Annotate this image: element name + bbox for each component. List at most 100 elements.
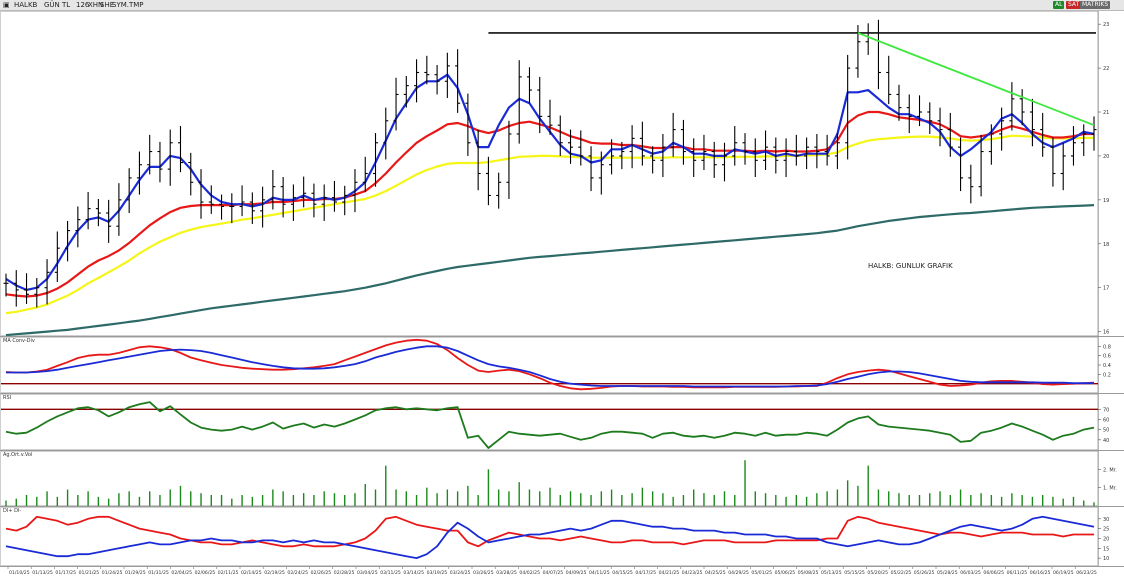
- date-tick-label: 01/21/25: [79, 570, 100, 576]
- panel-divider[interactable]: [0, 336, 1124, 337]
- ohlc-bar: [937, 107, 943, 147]
- date-tick-label: 03/04/25: [357, 570, 378, 576]
- price-axis-tick-label: 20: [1103, 154, 1109, 160]
- toolbar-item-3[interactable]: SHE: [100, 1, 115, 9]
- date-tick-label: 05/01/25: [751, 570, 772, 576]
- currency-selector[interactable]: TL: [62, 1, 71, 9]
- ohlc-bar: [290, 184, 296, 221]
- ohlc-bar: [311, 183, 317, 218]
- macd-axis-tick-label: 0.8: [1103, 344, 1111, 350]
- buy-button[interactable]: AL: [1053, 1, 1065, 9]
- ohlc-bar: [526, 67, 532, 104]
- ohlc-bar: [947, 112, 953, 157]
- ohlc-bar: [506, 120, 512, 199]
- panel-frame: [0, 394, 1099, 450]
- ohlc-bar: [54, 231, 60, 282]
- ohlc-bar: [763, 130, 769, 170]
- ohlc-bar: [393, 77, 399, 131]
- matriks-button[interactable]: MATRİKS: [1080, 1, 1111, 9]
- date-tick-label: 04/25/25: [705, 570, 726, 576]
- ohlc-bar: [1019, 89, 1025, 126]
- ohlc-bar: [547, 99, 553, 135]
- ohlc-bar: [24, 273, 30, 304]
- date-tick-label: 03/28/25: [496, 570, 517, 576]
- date-tick-label: 04/15/25: [612, 570, 633, 576]
- macd-line: [5, 338, 1095, 391]
- period-selector[interactable]: GÜN: [44, 1, 60, 9]
- ohlc-bar: [383, 107, 389, 160]
- ohlc-bar: [465, 93, 471, 156]
- date-tick-label: 05/26/25: [914, 570, 935, 576]
- macd-line: [6, 345, 1094, 388]
- toolbar-item-1[interactable]: 126: [76, 1, 90, 9]
- ohlc-bar: [824, 134, 830, 166]
- ohlc-bar: [373, 133, 379, 187]
- dmi-line: [5, 515, 1094, 548]
- ohlc-bar: [660, 133, 666, 178]
- date-tick-label: 01/29/25: [125, 570, 146, 576]
- date-tick-label: 01/24/25: [102, 570, 123, 576]
- ohlc-bar: [260, 186, 266, 228]
- ohlc-bar: [147, 134, 153, 175]
- dmi-axis-tick-label: 25: [1103, 527, 1109, 533]
- ohlc-bar: [814, 133, 820, 169]
- date-tick-label: 04/11/25: [589, 570, 610, 576]
- ohlc-bar: [609, 139, 615, 175]
- date-tick-label: 04/09/25: [566, 570, 587, 576]
- date-tick-label: 02/04/25: [171, 570, 192, 576]
- window-icon: ▣: [3, 1, 10, 9]
- toolbar-item-2[interactable]: XHN: [88, 1, 104, 9]
- ohlc-bar: [167, 129, 173, 186]
- date-tick-label: 02/06/25: [195, 570, 216, 576]
- ohlc-bar: [999, 107, 1005, 151]
- ohlc-bar: [485, 156, 491, 206]
- date-tick-label: 04/23/25: [682, 570, 703, 576]
- ohlc-bar: [629, 125, 635, 169]
- ohlc-bar: [331, 180, 337, 212]
- date-tick-label: 01/17/25: [55, 570, 76, 576]
- ohlc-bar: [177, 126, 183, 173]
- price-axis-tick-label: 22: [1103, 66, 1109, 72]
- date-tick-label: 04/02/25: [519, 570, 540, 576]
- toolbar-item-4[interactable]: SYM.TMP: [112, 1, 144, 9]
- ohlc-bar: [578, 130, 584, 166]
- ohlc-bar: [424, 55, 430, 85]
- ohlc-bar: [475, 129, 481, 191]
- date-tick-label: 06/11/25: [1007, 570, 1028, 576]
- ohlc-bar: [639, 121, 645, 166]
- sell-button[interactable]: SAT: [1066, 1, 1082, 9]
- ohlc-bar: [1081, 124, 1087, 156]
- ohlc-bar: [680, 119, 686, 165]
- ohlc-bar: [537, 76, 543, 134]
- date-tick-label: 04/21/25: [659, 570, 680, 576]
- ohlc-bar: [1050, 137, 1056, 187]
- panel-divider[interactable]: [0, 393, 1124, 394]
- panel-divider[interactable]: [0, 506, 1124, 507]
- ohlc-bar: [721, 142, 727, 182]
- date-tick-label: 04/07/25: [543, 570, 564, 576]
- date-tick-label: 04/17/25: [635, 570, 656, 576]
- ohlc-bar: [783, 138, 789, 178]
- macd-axis-tick-label: 0.4: [1103, 363, 1111, 369]
- date-tick-label: 02/14/25: [241, 570, 262, 576]
- date-tick-label: 02/24/25: [287, 570, 308, 576]
- ohlc-bar: [157, 141, 163, 183]
- dmi-panel-label: DI+ DI-: [3, 508, 22, 514]
- ohlc-bar: [917, 95, 923, 127]
- ohlc-bar: [403, 76, 409, 108]
- ohlc-bar: [875, 19, 881, 90]
- date-tick-label: 03/19/25: [427, 570, 448, 576]
- ohlc-bar: [270, 169, 276, 210]
- ohlc-bar: [978, 134, 984, 197]
- dmi-axis-tick-label: 10: [1103, 556, 1109, 562]
- dmi-axis-tick-label: 15: [1103, 546, 1109, 552]
- date-tick-label: 05/06/25: [775, 570, 796, 576]
- macd-axis-tick-label: 0.2: [1103, 372, 1111, 378]
- volume-axis-tick-label: 1. Mr.: [1103, 486, 1117, 492]
- ohlc-bar: [106, 199, 112, 243]
- ohlc-bar: [116, 183, 122, 236]
- symbol-field[interactable]: HALKB: [14, 1, 38, 9]
- date-tick-label: 05/22/25: [891, 570, 912, 576]
- ohlc-bar: [75, 206, 81, 248]
- panel-divider[interactable]: [0, 450, 1124, 451]
